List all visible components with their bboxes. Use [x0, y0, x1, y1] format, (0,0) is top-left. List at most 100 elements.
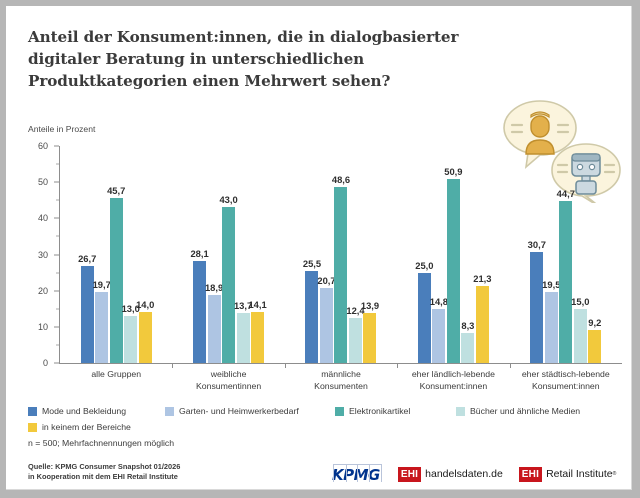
bar[interactable]: 25,0	[415, 260, 434, 363]
bar[interactable]: 14,0	[136, 299, 154, 363]
plot-area: 26,7 19,7 45,7 13,0 14,0 28,1 18,9 43,0 13,7 14,1…	[60, 146, 622, 368]
y-axis-tick	[54, 290, 59, 292]
bar[interactable]: 25,5	[303, 258, 321, 363]
source-line-2: in Kooperation mit dem EHI Retail Instit…	[28, 472, 178, 481]
bar-value-label: 13,0	[121, 302, 140, 314]
legend-swatch	[165, 406, 174, 416]
sample-size-note: n = 500; Mehrfachnennungen möglich	[28, 438, 175, 448]
legend-label: in keinem der Bereiche	[42, 422, 131, 432]
bar[interactable]: 13,0	[122, 303, 140, 363]
axis-unit-note: Anteile in Prozent	[28, 124, 96, 134]
legend-label: Garten- und Heimwerkerbedarf	[179, 406, 299, 416]
registered-mark: ®	[612, 471, 617, 477]
bar[interactable]: 44,7	[557, 188, 575, 363]
x-axis-label-line: eher ländlich-lebende	[411, 369, 495, 379]
bar[interactable]: 20,7	[317, 275, 336, 363]
source-note: Quelle: KPMG Consumer Snapshot 01/2026 i…	[28, 462, 180, 482]
y-axis-tick-label: 20	[37, 285, 48, 296]
bar[interactable]: 26,7	[78, 253, 96, 363]
bar[interactable]: 14,8	[430, 296, 448, 363]
bar[interactable]: 21,3	[473, 273, 492, 363]
bar-value-label: 25,5	[302, 257, 322, 269]
ehi-retail-label: Retail Institute	[546, 468, 613, 480]
bar-group: 26,7 19,7 45,7 13,0 14,0	[60, 146, 172, 363]
y-axis-tick	[54, 362, 59, 364]
bar-value-label: 20,7	[317, 275, 336, 287]
bar-value-label: 21,3	[473, 272, 492, 284]
illustration-dialog-bubbles	[496, 98, 636, 208]
bar[interactable]: 18,9	[205, 282, 223, 363]
legend-label: Bücher und ähnliche Medien	[470, 406, 581, 416]
x-axis-group-separator	[397, 363, 399, 368]
bar-value-label: 45,7	[107, 184, 126, 196]
y-axis-minor-tick	[55, 199, 59, 201]
x-axis-label-line: Konsumentinnen	[195, 380, 262, 391]
bar[interactable]: 19,5	[542, 279, 560, 363]
x-axis-label-line: Konsument:innen	[419, 380, 488, 391]
ehi-mark: EHI	[397, 466, 422, 482]
legend-swatch	[28, 406, 37, 416]
y-axis-ticks	[54, 145, 59, 364]
y-axis-tick-label: 40	[37, 213, 48, 224]
bar-value-label: 43,0	[219, 194, 238, 206]
bar[interactable]: 48,6	[332, 174, 350, 363]
x-axis-group-separator	[509, 363, 511, 368]
legend-row: Mode und Bekleidung Garten- und Heimwerke…	[28, 406, 628, 422]
bar[interactable]: 45,7	[107, 185, 125, 363]
bar[interactable]: 9,2	[588, 317, 601, 363]
bar-value-label: 13,7	[233, 300, 253, 312]
y-axis-tick	[54, 326, 59, 328]
y-axis-tick	[54, 145, 59, 147]
bar-value-label: 12,4	[346, 305, 365, 317]
ehi-retail-institute-logo: EHI Retail Institute ®	[518, 466, 616, 482]
y-axis-tick-label: 0	[42, 358, 48, 368]
legend-swatch	[456, 406, 465, 416]
bar[interactable]: 14,1	[248, 299, 267, 363]
chart-legend: Mode und Bekleidung Garten- und Heimwerke…	[28, 406, 628, 438]
legend-item[interactable]: in keinem der Bereiche	[28, 422, 131, 432]
bar-value-label: 18,9	[204, 281, 224, 293]
bar-value-label: 44,7	[556, 188, 575, 200]
kpmg-logo-text: KPMG	[332, 465, 380, 484]
bar[interactable]: 15,0	[571, 296, 589, 363]
x-axis-label-line: weibliche	[210, 369, 247, 379]
legend-row: in keinem der Bereiche	[28, 422, 628, 438]
legend-item[interactable]: Elektronikartikel	[335, 406, 410, 416]
chart-card: Anteil der Konsument:innen, die in dialo…	[6, 6, 632, 490]
bar[interactable]: 30,7	[528, 239, 546, 363]
x-axis-label-line: Konsumenten	[314, 380, 368, 391]
ehi-handelsdaten-text: handelsdaten.de	[425, 468, 503, 480]
legend-swatch	[335, 406, 344, 416]
bar-group: 25,0 14,8 50,9 8,3 21,3	[397, 146, 509, 363]
robot-speech-bubble-icon	[551, 143, 621, 208]
ehi-retail-text: Retail Institute ®	[542, 467, 616, 482]
bar[interactable]: 43,0	[219, 194, 238, 363]
legend-item[interactable]: Mode und Bekleidung	[28, 406, 126, 416]
y-axis-minor-tick	[55, 308, 59, 310]
x-axis-group-separator	[172, 363, 174, 368]
bar[interactable]: 13,7	[234, 300, 252, 363]
x-axis-label-line: Konsument:innen	[531, 380, 600, 391]
y-axis-minor-tick	[55, 272, 59, 274]
source-line-1: Quelle: KPMG Consumer Snapshot 01/2026	[28, 462, 181, 471]
y-axis-tick-label: 50	[37, 177, 48, 188]
bar-value-label: 14,0	[136, 299, 155, 311]
bar[interactable]: 28,1	[190, 248, 209, 363]
bar-value-label: 19,7	[92, 278, 111, 290]
y-axis-tick	[54, 181, 59, 183]
y-axis-tick-label: 10	[37, 321, 48, 332]
bar[interactable]: 19,7	[93, 279, 111, 363]
bar-value-label: 25,0	[415, 259, 434, 271]
legend-item[interactable]: Garten- und Heimwerkerbedarf	[165, 406, 299, 416]
y-axis-minor-tick	[55, 344, 59, 346]
x-axis-line	[59, 363, 622, 364]
bar-value-label: 14,1	[248, 299, 267, 311]
x-axis-group-label: eher städtisch-lebende Konsument:innen	[510, 369, 622, 392]
bar[interactable]: 12,4	[346, 305, 365, 363]
bar-value-label: 9,2	[588, 316, 602, 328]
bar-value-label: 19,5	[542, 279, 561, 291]
legend-item[interactable]: Bücher und ähnliche Medien	[456, 406, 580, 416]
bar[interactable]: 8,3	[461, 320, 474, 363]
bar[interactable]: 13,9	[361, 300, 379, 363]
bar[interactable]: 50,9	[444, 166, 463, 363]
